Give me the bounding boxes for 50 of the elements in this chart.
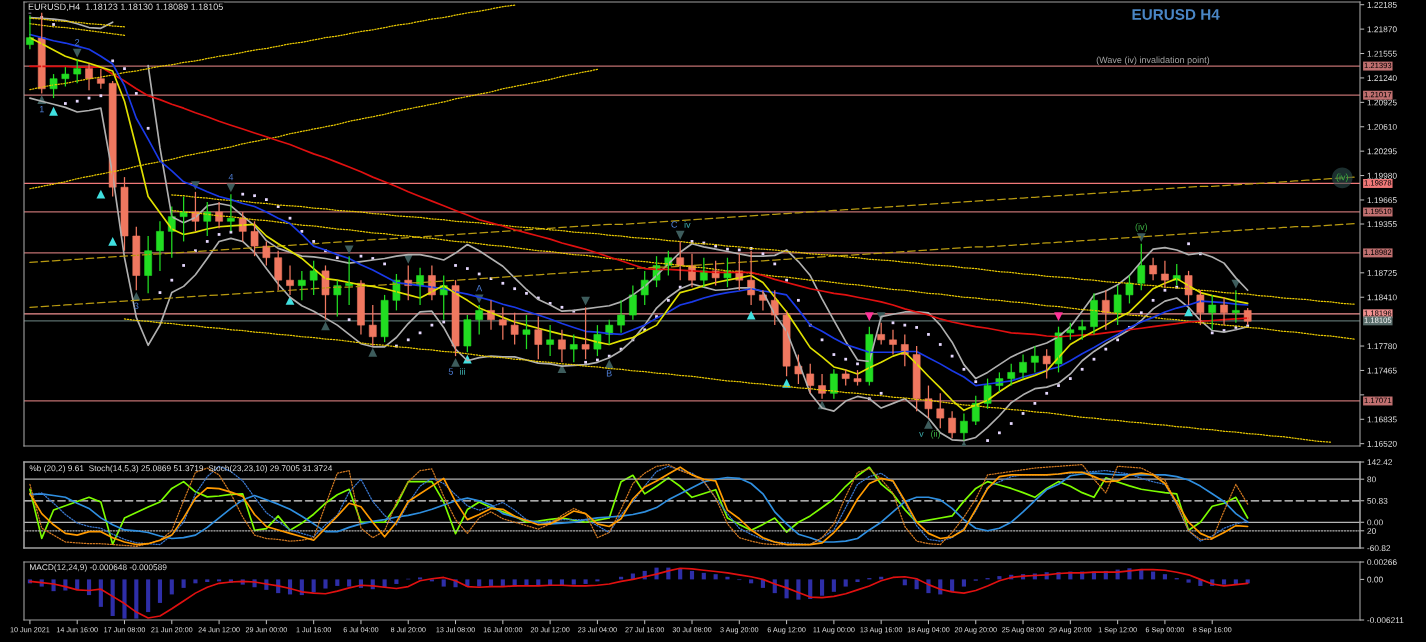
y-tick-label: 50.83 bbox=[1367, 497, 1388, 504]
y-tick-label: 0.00 bbox=[1367, 519, 1383, 526]
bar bbox=[441, 579, 446, 587]
bar bbox=[157, 579, 163, 603]
bar bbox=[488, 579, 494, 586]
bar bbox=[796, 579, 801, 600]
bar bbox=[75, 579, 80, 590]
bar bbox=[122, 579, 127, 619]
y-tick-label: 0.00 bbox=[1367, 576, 1383, 583]
bar bbox=[1162, 574, 1167, 580]
y-tick-label: 142.42 bbox=[1367, 459, 1393, 466]
bar bbox=[689, 570, 695, 580]
bar bbox=[347, 579, 352, 587]
bar bbox=[831, 579, 836, 592]
bar bbox=[323, 579, 328, 589]
bar bbox=[500, 579, 505, 586]
y-tick-label: -0.006211 bbox=[1367, 617, 1404, 624]
bar bbox=[571, 579, 576, 585]
bar bbox=[819, 579, 825, 596]
chart-title: MACD(12,24,9) -0.000648 -0.000589 bbox=[30, 564, 167, 572]
y2-tick-label: 20 bbox=[1367, 528, 1376, 534]
bar bbox=[86, 579, 92, 596]
bar bbox=[181, 579, 186, 588]
bar bbox=[98, 579, 103, 607]
bar bbox=[583, 579, 588, 584]
bar bbox=[1245, 579, 1250, 584]
y2-tick-label: 80 bbox=[1367, 476, 1376, 483]
bar bbox=[1221, 579, 1227, 585]
bar bbox=[725, 576, 730, 580]
y-tick-label: -60.82 bbox=[1367, 545, 1391, 552]
bar bbox=[335, 579, 340, 586]
bar bbox=[749, 579, 754, 584]
bar bbox=[394, 579, 399, 584]
bar bbox=[950, 579, 955, 592]
bar bbox=[713, 574, 718, 580]
bar bbox=[843, 579, 848, 587]
bar bbox=[382, 579, 387, 588]
bar bbox=[1186, 579, 1191, 583]
bar bbox=[902, 579, 907, 586]
bar bbox=[311, 579, 316, 593]
bar bbox=[134, 579, 139, 619]
bar bbox=[1233, 579, 1238, 584]
bar bbox=[193, 579, 198, 584]
bar bbox=[205, 579, 210, 583]
bar bbox=[961, 579, 966, 587]
bar bbox=[110, 579, 115, 617]
y-tick-label: 0.00266 bbox=[1367, 559, 1397, 566]
bar bbox=[855, 579, 860, 583]
bar bbox=[146, 579, 151, 613]
bar bbox=[169, 579, 174, 595]
